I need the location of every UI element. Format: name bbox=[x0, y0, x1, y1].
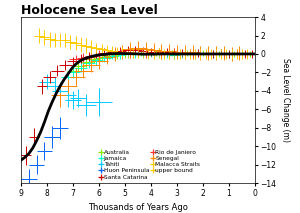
Legend: Australia, Jamaica, Tahiti, Huon Peninsula, Santa Catarina, Rio de Janiero, Sene: Australia, Jamaica, Tahiti, Huon Peninsu… bbox=[98, 149, 201, 180]
X-axis label: Thousands of Years Ago: Thousands of Years Ago bbox=[88, 203, 188, 212]
Text: Holocene Sea Level: Holocene Sea Level bbox=[21, 4, 158, 17]
Y-axis label: Sea Level Change (m): Sea Level Change (m) bbox=[281, 58, 290, 142]
